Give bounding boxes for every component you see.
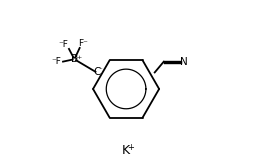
Text: B: B (71, 54, 78, 64)
Text: K: K (122, 144, 130, 157)
Text: C: C (93, 67, 100, 77)
Text: ⁻F: ⁻F (58, 40, 69, 49)
Text: N: N (180, 57, 188, 67)
Text: ⁻: ⁻ (98, 68, 102, 74)
Text: ⁻F: ⁻F (51, 57, 61, 66)
Text: 3+: 3+ (74, 55, 83, 60)
Text: F⁻: F⁻ (78, 39, 88, 48)
Text: +: + (128, 143, 134, 152)
